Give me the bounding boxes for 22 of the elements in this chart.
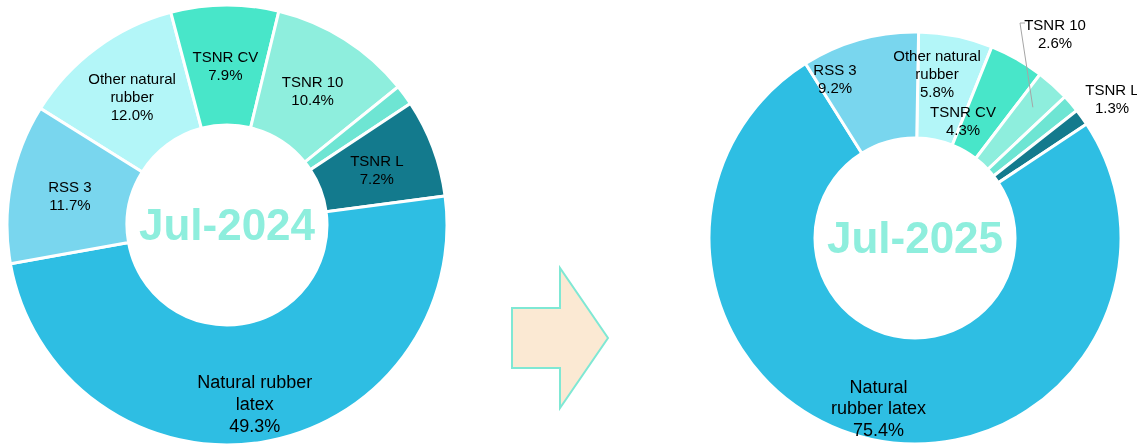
slice-label: TSNR 10 (281, 72, 344, 90)
data-label: 75.4% (853, 419, 905, 440)
text: Jul-2025 (826, 213, 1004, 262)
data-label: 10.4% (291, 90, 334, 108)
data-label: 49.3% (229, 415, 281, 436)
data-label: 12.0% (110, 106, 154, 124)
data-label: 11.7% (49, 195, 91, 213)
data-label: 5.8% (919, 83, 955, 100)
text: Jul-2024 (138, 200, 316, 249)
data-label: 2.6% (1037, 34, 1073, 51)
slice-label: Natural rubber latex (197, 372, 313, 415)
slice-label: Natural rubber latex (831, 376, 927, 419)
slice-label: TSNR 10 (1024, 16, 1086, 33)
slice-label: Other natural rubber (88, 70, 176, 106)
data-label: 1.3% (1094, 99, 1130, 116)
slice-label: RSS 3 (813, 61, 857, 78)
slice-label: RSS 3 (48, 177, 92, 195)
slice-label: TSNR CV (930, 103, 996, 120)
data-label: 7.9% (208, 66, 243, 84)
data-label: 7.2% (359, 169, 394, 187)
slice-label: TSNR CV (192, 48, 259, 66)
slice-label: TSNR L (350, 151, 404, 169)
